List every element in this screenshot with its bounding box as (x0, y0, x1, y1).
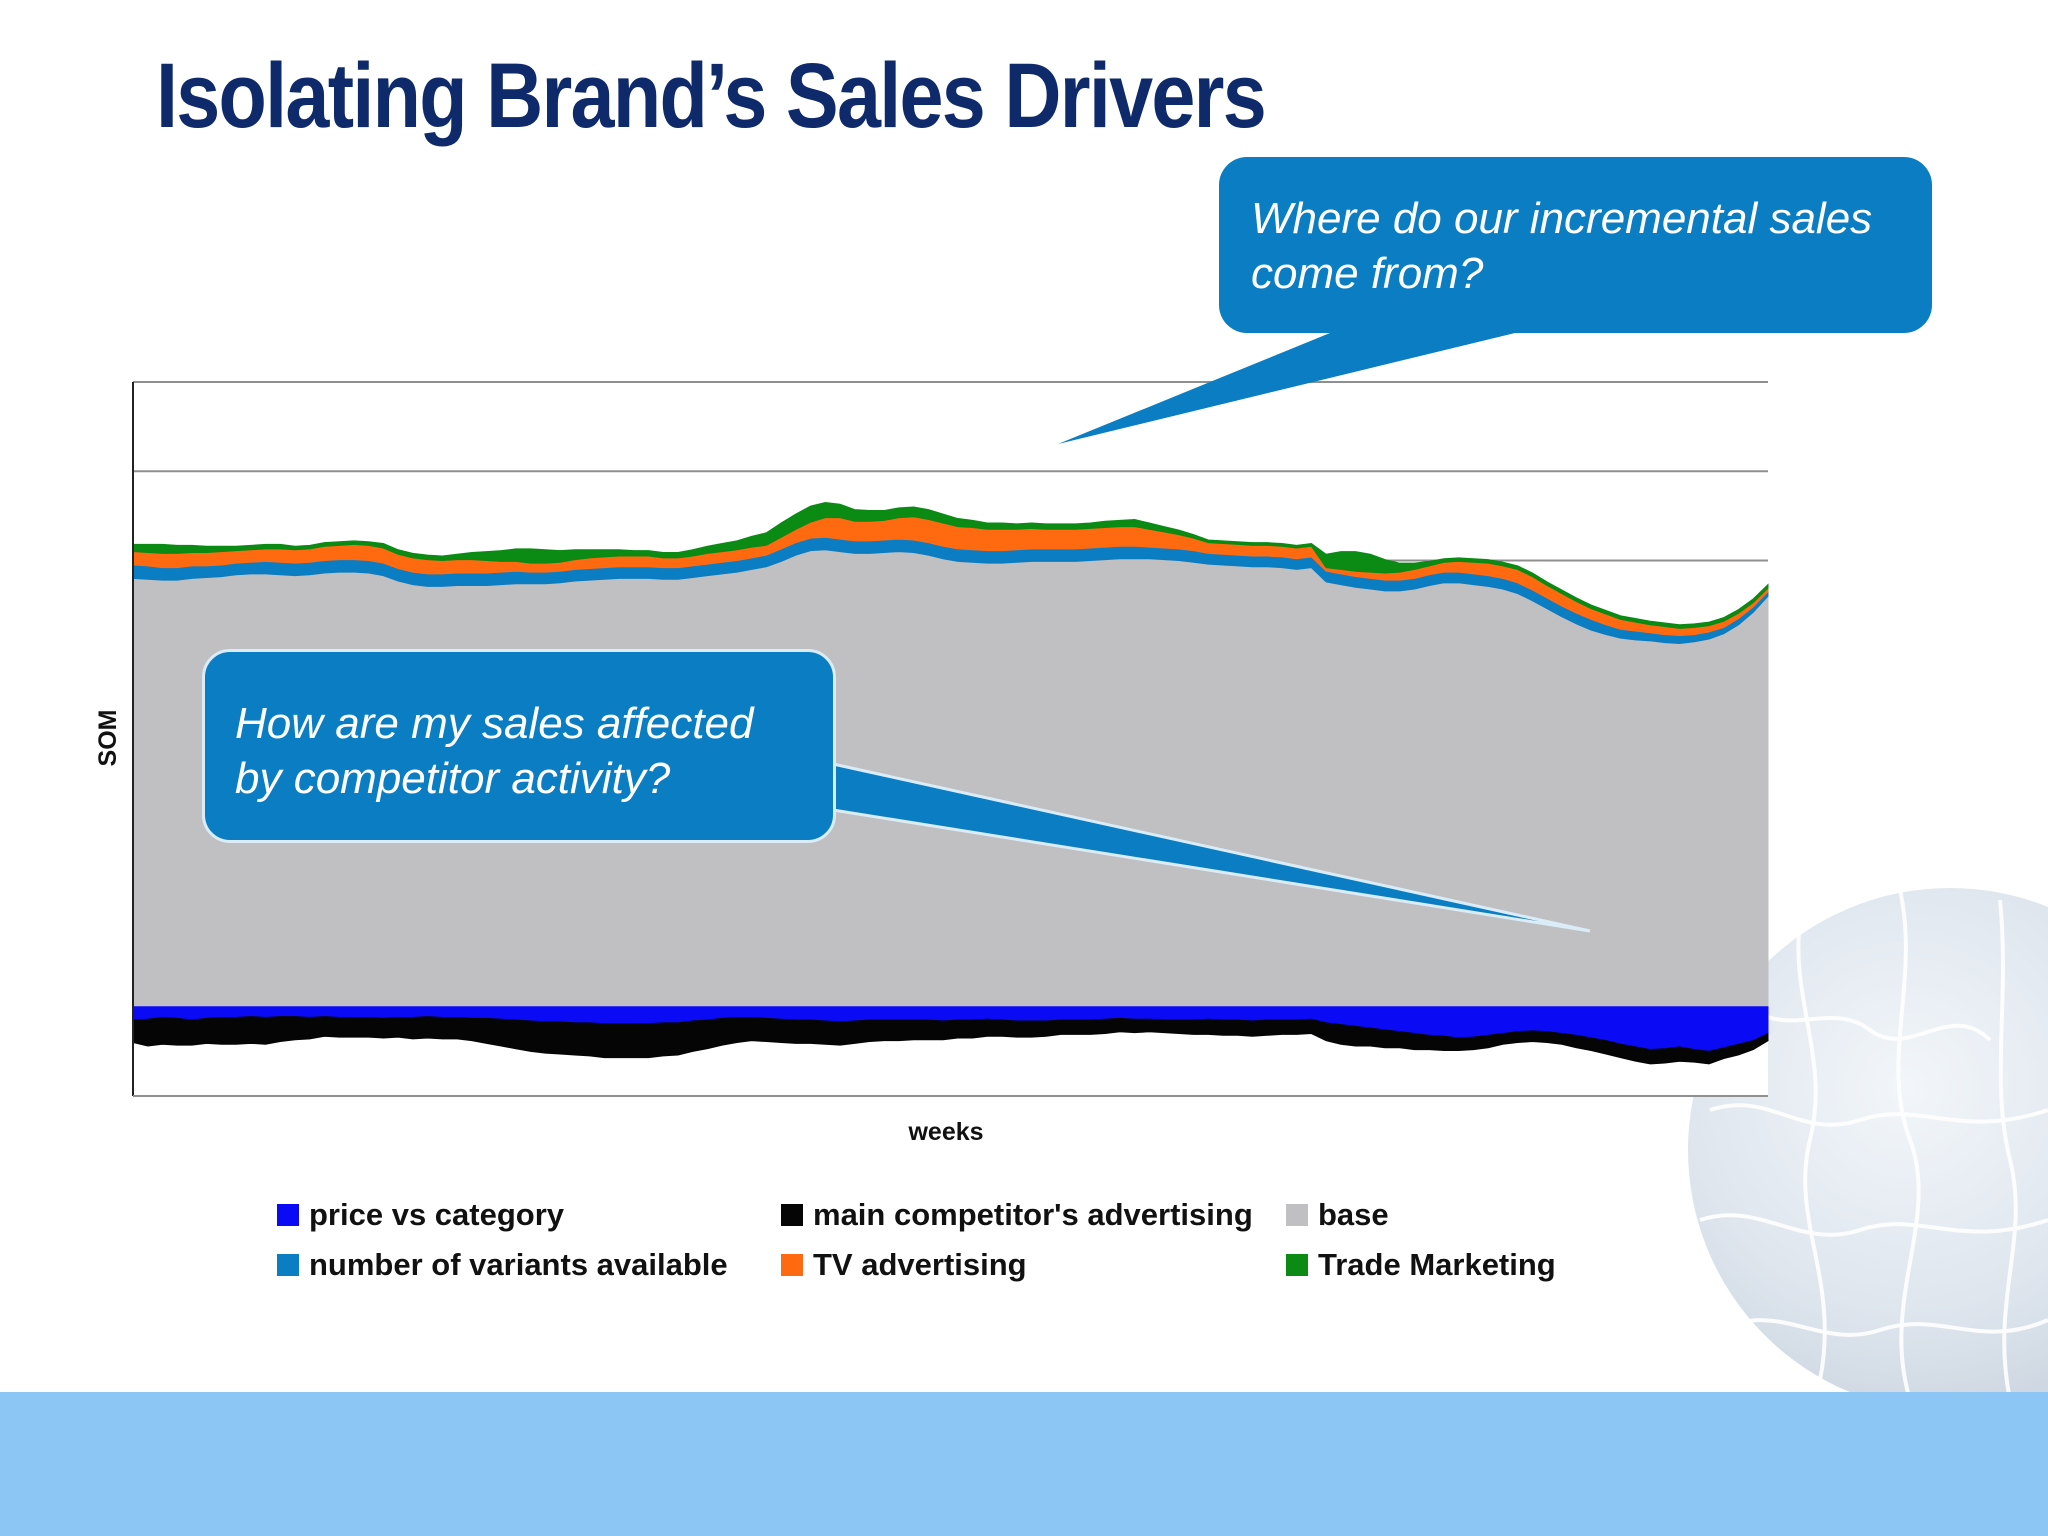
legend-item-main-competitors-advertising: main competitor's advertising (781, 1197, 1253, 1233)
legend-item-tv-advertising: TV advertising (781, 1247, 1027, 1283)
legend-label: main competitor's advertising (813, 1197, 1253, 1232)
legend-swatch (1286, 1204, 1308, 1226)
legend-item-base: base (1286, 1197, 1389, 1233)
series-main-competitor-s-advertising (132, 1016, 1769, 1065)
legend-item-number-of-variants: number of variants available (277, 1247, 728, 1283)
legend-swatch (781, 1254, 803, 1276)
legend-label: Trade Marketing (1318, 1247, 1556, 1282)
y-axis-label: SOM (94, 710, 122, 767)
legend-label: number of variants available (309, 1247, 728, 1282)
callout-incremental-sales: Where do our incremental sales come from… (1219, 157, 1932, 333)
legend-label: TV advertising (813, 1247, 1027, 1282)
legend-item-price-vs-category: price vs category (277, 1197, 564, 1233)
page-title: Isolating Brand’s Sales Drivers (156, 45, 1267, 147)
bottom-band (0, 1392, 2048, 1536)
legend-swatch (277, 1254, 299, 1276)
legend-label: price vs category (309, 1197, 565, 1232)
legend-swatch (781, 1204, 803, 1226)
callout-top-pointer (1058, 333, 1515, 444)
x-axis-label: weeks (907, 1118, 983, 1146)
legend-swatch (277, 1204, 299, 1226)
legend-swatch (1286, 1254, 1308, 1276)
legend-label: base (1318, 1197, 1389, 1232)
callout-competitor-activity: How are my sales affected by competitor … (202, 649, 836, 843)
legend-item-trade-marketing: Trade Marketing (1286, 1247, 1556, 1283)
series-trade-marketing (132, 501, 1769, 629)
